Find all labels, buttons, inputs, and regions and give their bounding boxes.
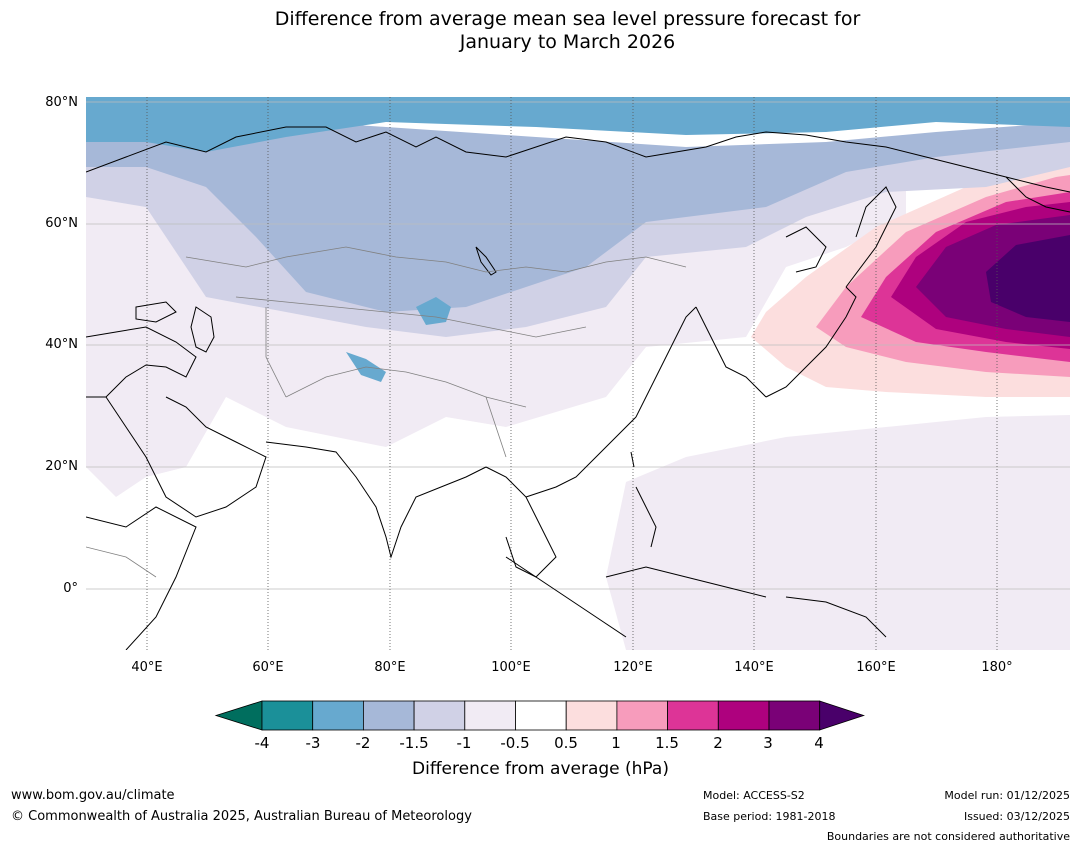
colorbar-segment xyxy=(565,700,618,731)
model-text: Model: ACCESS-S2 xyxy=(703,789,805,802)
lat-label-0: 0° xyxy=(63,581,78,596)
anomaly-region-neg-1-5 xyxy=(86,117,1070,312)
copyright-text: © Commonwealth of Australia 2025, Austra… xyxy=(11,809,472,824)
anomaly-region-pacific-neg xyxy=(606,415,1070,650)
anomaly-region-neg-2 xyxy=(86,97,1070,152)
colorbar-tick: 0.5 xyxy=(554,734,578,752)
colorbar-segment xyxy=(261,700,314,731)
chart-title: Difference from average mean sea level p… xyxy=(0,8,1081,54)
lon-label-120e: 120°E xyxy=(613,660,653,675)
lon-label-140e: 140°E xyxy=(734,660,774,675)
colorbar-segments xyxy=(214,700,865,731)
colorbar-tick: -1 xyxy=(456,734,472,752)
colorbar-tick: -0.5 xyxy=(500,734,530,752)
coastlines xyxy=(86,126,1070,650)
lat-label-80n: 80°N xyxy=(45,95,78,110)
colorbar-segment xyxy=(413,700,466,731)
colorbar-extend-high xyxy=(819,700,865,731)
colorbar-tick: 2 xyxy=(713,734,723,752)
colorbar-segment xyxy=(464,700,516,731)
colorbar-tick: 4 xyxy=(814,734,824,752)
latitude-gridlines xyxy=(86,101,1070,590)
lon-label-100e: 100°E xyxy=(491,660,531,675)
colorbar-tick: 1.5 xyxy=(655,734,679,752)
colorbar-tick: -2 xyxy=(355,734,371,752)
lon-label-160e: 160°E xyxy=(856,660,896,675)
colorbar-segment xyxy=(667,700,719,731)
lon-label-40e: 40°E xyxy=(131,660,163,675)
map-svg xyxy=(86,97,1070,650)
colorbar-segment xyxy=(717,700,770,731)
issued-text: Issued: 03/12/2025 xyxy=(963,810,1070,823)
colorbar-tick: 1 xyxy=(611,734,621,752)
model-run-text: Model run: 01/12/2025 xyxy=(944,789,1070,802)
disclaimer-text: Boundaries are not considered authoritat… xyxy=(826,830,1070,843)
colorbar-segment xyxy=(616,700,669,731)
colorbar-tick: -4 xyxy=(254,734,270,752)
lat-label-20n: 20°N xyxy=(45,459,78,474)
colorbar-label: Difference from average (hPa) xyxy=(412,759,669,779)
colorbar-segment xyxy=(312,700,364,731)
lat-label-60n: 60°N xyxy=(45,216,78,231)
colorbar-segment xyxy=(768,700,821,731)
base-period-text: Base period: 1981-2018 xyxy=(703,810,836,823)
colorbar-tick: 3 xyxy=(763,734,773,752)
colorbar-extend-low xyxy=(214,700,263,731)
pressure-anomaly-map xyxy=(86,97,1070,650)
longitude-gridlines xyxy=(146,97,998,650)
lon-label-180: 180° xyxy=(981,660,1013,675)
colorbar-tick: -1.5 xyxy=(399,734,429,752)
lon-label-80e: 80°E xyxy=(374,660,406,675)
country-borders xyxy=(86,246,687,578)
title-line-2: January to March 2026 xyxy=(459,31,676,53)
title-line-1: Difference from average mean sea level p… xyxy=(274,8,861,30)
colorbar-segment xyxy=(362,700,415,731)
website-link[interactable]: www.bom.gov.au/climate xyxy=(11,788,175,803)
colorbar-tick: -3 xyxy=(305,734,321,752)
lat-label-40n: 40°N xyxy=(45,337,78,352)
lon-label-60e: 60°E xyxy=(252,660,284,675)
colorbar-segment xyxy=(515,700,567,731)
anomaly-region-pos-4 xyxy=(986,235,1070,322)
